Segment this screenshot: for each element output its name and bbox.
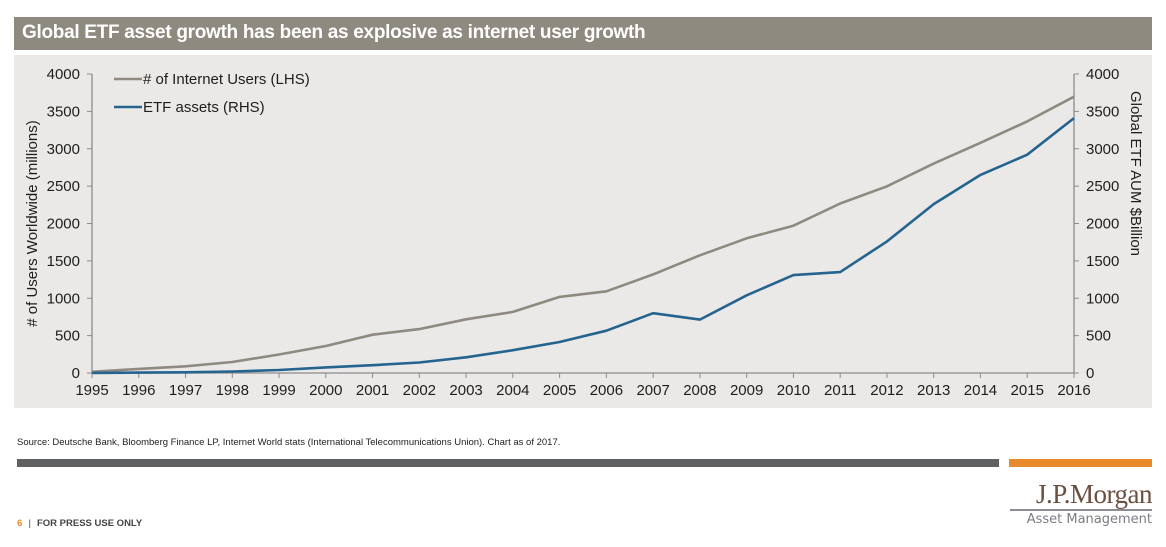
x-tick-label: 2002 [403, 382, 436, 399]
footer-separator: | [28, 518, 31, 529]
x-tick-label: 1999 [262, 382, 295, 399]
y-tick-label-left: 0 [72, 365, 80, 382]
chart-panel: 0 0 500 500 1000 1000 1500 1500 2000 2000 2500 2500… [14, 55, 1152, 408]
logo-subtitle: Asset Management [1026, 512, 1152, 527]
title-bar: Global ETF asset growth has been as expl… [14, 17, 1152, 50]
legend-label: # of Internet Users (LHS) [143, 71, 310, 88]
y-tick-label-left: 4000 [47, 66, 80, 83]
y-tick-label-left: 1000 [47, 290, 80, 307]
y-tick-label-right: 1500 [1086, 253, 1119, 270]
y-tick-label-left: 1500 [47, 253, 80, 270]
footer-label: 6 | FOR PRESS USE ONLY [17, 518, 142, 529]
y-tick-label-right: 1000 [1086, 290, 1119, 307]
series-line-internet-users [91, 95, 1075, 374]
x-tick-label: 2005 [543, 382, 576, 399]
y-tick-label-left: 3500 [47, 103, 80, 120]
x-tick-label: 2008 [683, 382, 716, 399]
x-tick-label: 2011 [824, 382, 856, 399]
y-tick-label-right: 3500 [1086, 103, 1119, 120]
x-tick-label: 1997 [169, 382, 202, 399]
x-tick-label: 2013 [917, 382, 950, 399]
x-tick-label: 2012 [870, 382, 903, 399]
x-tick-label: 1996 [122, 382, 155, 399]
y-tick-label-right: 4000 [1086, 66, 1119, 83]
y-tick-label-right: 500 [1086, 328, 1111, 345]
y-tick-label-right: 0 [1086, 365, 1094, 382]
press-label: FOR PRESS USE ONLY [36, 518, 143, 529]
page-number: 6 [17, 518, 23, 529]
legend-label: ETF assets (RHS) [143, 99, 265, 116]
footer-divider-orange [1009, 459, 1152, 467]
x-tick-label: 2006 [590, 382, 623, 399]
x-tick-label: 2007 [636, 382, 669, 399]
x-tick-label: 2004 [496, 382, 529, 399]
x-tick-label: 2014 [964, 382, 997, 399]
y-tick-label-right: 2500 [1086, 178, 1119, 195]
page-title: Global ETF asset growth has been as expl… [22, 22, 646, 43]
logo-wordmark: J.P.Morgan [1035, 479, 1153, 509]
x-tick-label: 2015 [1011, 382, 1044, 399]
x-tick-label: 1995 [75, 382, 108, 399]
x-tick-label: 2003 [449, 382, 482, 399]
y-tick-label-left: 2500 [47, 178, 80, 195]
y-tick-label-left: 3000 [47, 141, 80, 158]
x-tick-label: 2001 [356, 382, 389, 399]
source-note: Source: Deutsche Bank, Bloomberg Finance… [17, 437, 561, 448]
jpmorgan-logo: J.P.Morgan Asset Management [1010, 479, 1153, 528]
footer-divider-gray [17, 459, 999, 467]
x-tick-label: 2000 [309, 382, 342, 399]
y-tick-label-left: 500 [55, 328, 80, 345]
y-tick-label-left: 2000 [47, 216, 80, 233]
y-axis-title-left: # of Users Worldwide (millions) [24, 120, 41, 326]
series-line-etf-assets [91, 117, 1075, 375]
x-tick-label: 2010 [777, 382, 810, 399]
x-tick-label: 2009 [730, 382, 763, 399]
x-tick-label: 1998 [216, 382, 249, 399]
logo-rule [1010, 509, 1152, 511]
y-tick-label-right: 2000 [1086, 216, 1119, 233]
y-axis-title-right: Global ETF AUM $Billion [1127, 91, 1144, 256]
y-tick-label-right: 3000 [1086, 141, 1119, 158]
x-tick-label: 2016 [1057, 382, 1090, 399]
line-chart: 0 0 500 500 1000 1000 1500 1500 2000 2000 2500 2500… [24, 66, 1144, 399]
